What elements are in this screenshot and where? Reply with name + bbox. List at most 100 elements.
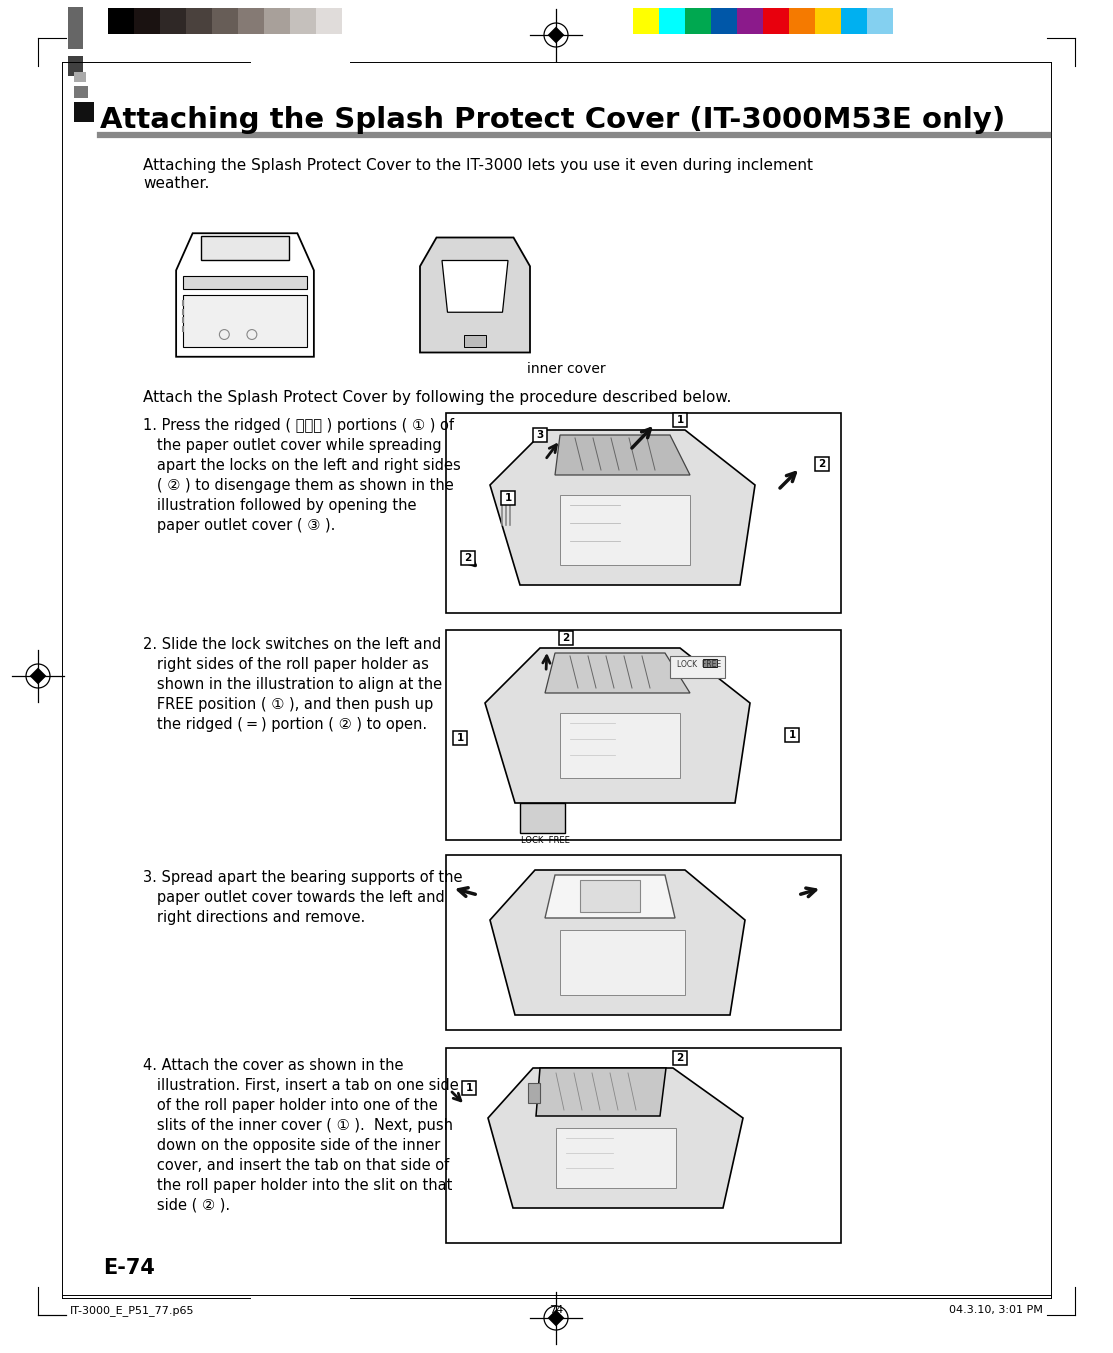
Bar: [633, 8, 659, 34]
Bar: [446, 413, 841, 613]
Bar: [211, 8, 238, 34]
Text: Attaching the Splash Protect Cover (IT-3000M53E only): Attaching the Splash Protect Cover (IT-3…: [100, 106, 1005, 134]
Text: Attaching the Splash Protect Cover to the IT-3000 lets you use it even during in: Attaching the Splash Protect Cover to th…: [142, 158, 812, 173]
Bar: [446, 630, 841, 840]
Text: right sides of the roll paper holder as: right sides of the roll paper holder as: [142, 658, 429, 672]
Text: 1. Press the ridged ( ⦿⦀⦀ ) portions ( ① ) of: 1. Press the ridged ( ⦿⦀⦀ ) portions ( ①…: [142, 418, 454, 433]
Text: IT-3000_E_P51_77.p65: IT-3000_E_P51_77.p65: [70, 1306, 195, 1316]
Bar: [528, 1082, 540, 1103]
Polygon shape: [520, 802, 565, 833]
Text: 2. Slide the lock switches on the left and: 2. Slide the lock switches on the left a…: [142, 637, 441, 652]
Polygon shape: [536, 1068, 666, 1116]
Bar: [703, 659, 717, 667]
Bar: [785, 728, 799, 741]
Text: paper outlet cover ( ③ ).: paper outlet cover ( ③ ).: [142, 518, 335, 533]
Bar: [501, 491, 515, 505]
Bar: [673, 413, 687, 428]
Bar: [238, 8, 264, 34]
Bar: [108, 8, 134, 34]
Text: E-74: E-74: [104, 1258, 155, 1279]
Bar: [815, 457, 829, 471]
Bar: [659, 8, 684, 34]
Text: illustration. First, insert a tab on one side: illustration. First, insert a tab on one…: [142, 1078, 459, 1093]
Text: right directions and remove.: right directions and remove.: [142, 911, 365, 925]
Bar: [461, 551, 475, 566]
Text: down on the opposite side of the inner: down on the opposite side of the inner: [142, 1138, 441, 1153]
Bar: [73, 72, 86, 83]
Text: inner cover: inner cover: [526, 363, 605, 376]
Bar: [134, 8, 160, 34]
Text: cover, and insert the tab on that side of: cover, and insert the tab on that side o…: [142, 1158, 450, 1173]
Text: the paper outlet cover while spreading: the paper outlet cover while spreading: [142, 438, 442, 453]
Bar: [183, 295, 307, 346]
Bar: [453, 731, 467, 746]
Text: 1: 1: [677, 415, 683, 425]
Text: Attach the Splash Protect Cover by following the procedure described below.: Attach the Splash Protect Cover by follo…: [142, 390, 731, 405]
Bar: [673, 1051, 687, 1065]
Bar: [560, 713, 680, 778]
Text: the ridged ( ═ ) portion ( ② ) to open.: the ridged ( ═ ) portion ( ② ) to open.: [142, 717, 427, 732]
Bar: [711, 8, 737, 34]
Bar: [342, 8, 368, 34]
Text: 1: 1: [456, 733, 464, 743]
Bar: [68, 55, 83, 76]
Text: FREE position ( ① ), and then push up: FREE position ( ① ), and then push up: [142, 697, 433, 712]
Bar: [464, 336, 486, 346]
Text: ( ② ) to disengage them as shown in the: ( ② ) to disengage them as shown in the: [142, 478, 454, 492]
Text: side ( ② ).: side ( ② ).: [142, 1197, 230, 1214]
Text: of the roll paper holder into one of the: of the roll paper holder into one of the: [142, 1099, 437, 1114]
Polygon shape: [487, 1068, 743, 1208]
Polygon shape: [548, 27, 564, 43]
Text: 3: 3: [536, 430, 543, 440]
Bar: [684, 8, 711, 34]
Polygon shape: [490, 430, 755, 584]
Bar: [815, 8, 841, 34]
Text: 04.3.10, 3:01 PM: 04.3.10, 3:01 PM: [949, 1306, 1043, 1315]
Bar: [446, 1049, 841, 1243]
Bar: [183, 276, 307, 288]
Bar: [533, 428, 546, 442]
Text: illustration followed by opening the: illustration followed by opening the: [142, 498, 416, 513]
Bar: [73, 87, 88, 97]
Bar: [68, 7, 83, 49]
Bar: [264, 8, 290, 34]
Polygon shape: [545, 653, 690, 693]
Text: 4. Attach the cover as shown in the: 4. Attach the cover as shown in the: [142, 1058, 404, 1073]
Bar: [73, 101, 93, 122]
Bar: [446, 855, 841, 1030]
Bar: [462, 1081, 476, 1095]
Bar: [160, 8, 186, 34]
Text: 74: 74: [549, 1306, 563, 1315]
Bar: [841, 8, 867, 34]
Bar: [789, 8, 815, 34]
Bar: [670, 656, 725, 678]
Polygon shape: [30, 667, 47, 685]
Bar: [559, 630, 573, 645]
Text: slits of the inner cover ( ① ).  Next, push: slits of the inner cover ( ① ). Next, pu…: [142, 1118, 453, 1132]
Text: 2: 2: [562, 633, 570, 643]
Text: 2: 2: [677, 1053, 683, 1063]
Text: 1: 1: [788, 731, 796, 740]
Polygon shape: [545, 875, 674, 917]
Bar: [737, 8, 764, 34]
Text: 1: 1: [504, 492, 512, 503]
Text: paper outlet cover towards the left and: paper outlet cover towards the left and: [142, 890, 445, 905]
Polygon shape: [555, 436, 690, 475]
Polygon shape: [485, 648, 750, 802]
Bar: [560, 495, 690, 566]
Bar: [186, 8, 211, 34]
Bar: [290, 8, 316, 34]
Text: LOCK  FREE: LOCK FREE: [677, 660, 721, 668]
Text: 2: 2: [464, 553, 472, 563]
Text: 2: 2: [818, 459, 826, 469]
Text: 3. Spread apart the bearing supports of the: 3. Spread apart the bearing supports of …: [142, 870, 463, 885]
Text: LOCK  FREE: LOCK FREE: [521, 836, 570, 846]
Text: shown in the illustration to align at the: shown in the illustration to align at th…: [142, 676, 442, 691]
Bar: [867, 8, 893, 34]
Bar: [764, 8, 789, 34]
Polygon shape: [420, 238, 530, 353]
Polygon shape: [548, 1310, 564, 1326]
Polygon shape: [580, 879, 640, 912]
Text: weather.: weather.: [142, 176, 209, 191]
Text: the roll paper holder into the slit on that: the roll paper holder into the slit on t…: [142, 1178, 452, 1193]
